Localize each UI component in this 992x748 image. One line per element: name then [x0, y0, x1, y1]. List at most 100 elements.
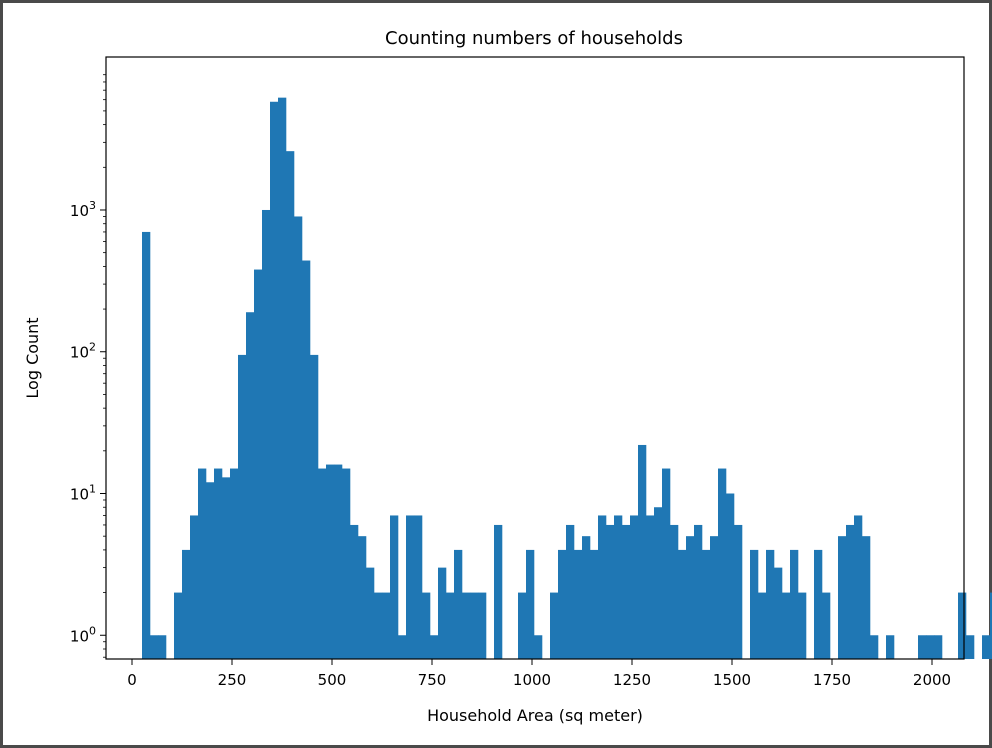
histogram-bar — [758, 592, 767, 659]
histogram-bar — [382, 592, 391, 659]
y-axis-label: Log Count — [23, 317, 42, 398]
histogram-bar — [750, 549, 759, 659]
histogram-bar — [158, 635, 167, 659]
histogram-bar — [262, 209, 271, 660]
histogram-bar — [238, 354, 247, 659]
histogram-bar — [414, 515, 423, 659]
histogram-bar — [886, 635, 895, 659]
histogram-bar — [774, 567, 783, 659]
histogram-bar — [814, 549, 823, 659]
histogram-bar — [678, 549, 687, 659]
histogram-bar — [550, 592, 559, 659]
histogram-bar — [278, 97, 287, 659]
histogram-bar — [470, 592, 479, 659]
histogram-bar — [574, 549, 583, 659]
histogram-bar — [958, 592, 967, 659]
histogram-bar — [590, 549, 599, 659]
histogram-bar — [390, 515, 399, 659]
histogram-bar — [966, 635, 975, 659]
histogram-bar — [270, 101, 279, 659]
histogram-bar — [174, 592, 183, 659]
histogram-bar — [686, 536, 695, 659]
histogram-bar — [710, 536, 719, 659]
histogram-bar — [702, 549, 711, 659]
histogram-bar — [374, 592, 383, 659]
histogram-bar — [326, 464, 335, 659]
x-tick-label: 1250 — [613, 671, 651, 689]
histogram-bar — [358, 536, 367, 659]
histogram-bar — [726, 493, 735, 659]
x-tick-label: 1000 — [513, 671, 551, 689]
histogram-bar — [342, 468, 351, 659]
histogram-bar — [638, 444, 647, 659]
histogram-bar — [846, 524, 855, 659]
histogram-bar — [430, 635, 439, 659]
y-tick-label: 102 — [70, 341, 96, 362]
histogram-bar — [222, 477, 231, 659]
histogram-bar — [350, 524, 359, 659]
histogram-bar — [518, 592, 527, 659]
histogram-bar — [790, 549, 799, 659]
histogram-bar — [422, 592, 431, 659]
y-tick-label: 101 — [70, 482, 96, 503]
histogram-bar — [918, 635, 927, 659]
histogram-bar — [438, 567, 447, 659]
histogram-bar — [670, 524, 679, 659]
histogram-bar — [318, 468, 327, 659]
histogram-bar — [446, 592, 455, 659]
x-tick-label: 750 — [418, 671, 447, 689]
histogram-bar — [294, 216, 303, 659]
histogram-bar — [334, 464, 343, 659]
x-tick-label: 500 — [318, 671, 347, 689]
histogram-bar — [822, 592, 831, 659]
histogram-bar — [310, 354, 319, 659]
histogram-bar — [558, 549, 567, 659]
histogram-bar — [622, 524, 631, 659]
histogram-bar — [854, 515, 863, 659]
histogram-bar — [718, 468, 727, 659]
y-tick-label: 103 — [70, 199, 96, 220]
histogram-bar — [150, 635, 159, 659]
histogram-bar — [142, 231, 151, 659]
histogram-bar — [990, 592, 992, 659]
x-axis-label: Household Area (sq meter) — [427, 706, 643, 725]
histogram-bar — [494, 524, 503, 659]
x-axis-ticks: 0 250 500 750 1000 1250 1500 1750 2000 — [127, 659, 951, 689]
histogram-bar — [566, 524, 575, 659]
histogram-bar — [230, 468, 239, 659]
histogram-bar — [926, 635, 935, 659]
x-tick-label: 250 — [218, 671, 247, 689]
x-tick-label: 0 — [127, 671, 137, 689]
histogram-bar — [734, 524, 743, 659]
histogram-bar — [694, 524, 703, 659]
y-axis-ticks: 100 101 102 103 — [70, 74, 106, 658]
histogram-bar — [662, 468, 671, 659]
histogram-bar — [302, 260, 311, 659]
x-tick-label: 1500 — [713, 671, 751, 689]
histogram-bar — [582, 536, 591, 659]
histogram-bar — [798, 592, 807, 659]
histogram-bar — [182, 549, 191, 659]
histogram-bar — [782, 592, 791, 659]
histogram-bar — [190, 515, 199, 659]
histogram-bar — [286, 151, 295, 659]
histogram-bar — [454, 549, 463, 659]
histogram-bar — [526, 549, 535, 659]
chart-title: Counting numbers of households — [385, 28, 683, 49]
histogram-bar — [630, 515, 639, 659]
histogram-bar — [766, 549, 775, 659]
histogram-bar — [478, 592, 487, 659]
histogram-bar — [398, 635, 407, 659]
histogram-bar — [614, 515, 623, 659]
histogram-bar — [982, 635, 991, 659]
x-tick-label: 2000 — [913, 671, 951, 689]
histogram-bar — [862, 536, 871, 659]
histogram-bar — [366, 567, 375, 659]
histogram-bar — [606, 524, 615, 659]
histogram-bar — [646, 515, 655, 659]
histogram-bar — [598, 515, 607, 659]
histogram-bar — [406, 515, 415, 659]
histogram-bar — [198, 468, 207, 659]
